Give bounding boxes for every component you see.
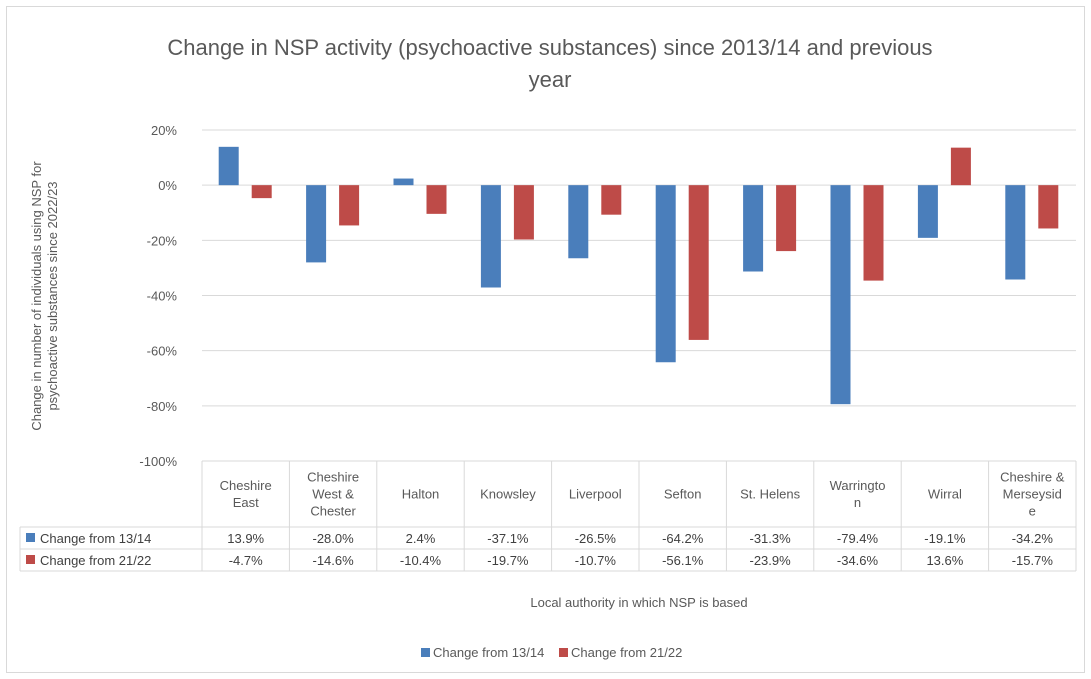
chart-title-line: year: [529, 67, 572, 92]
x-category-label: Liverpool: [569, 487, 622, 502]
bar-change-from-13-14: [306, 185, 327, 263]
bar-change-from-21-22: [426, 185, 447, 214]
bar-change-from-13-14: [743, 185, 764, 272]
table-cell-value: -19.1%: [924, 531, 966, 546]
bar-change-from-21-22: [513, 185, 534, 240]
bar-change-from-13-14: [1005, 185, 1026, 280]
x-category-label: East: [233, 495, 259, 510]
table-cell-value: -15.7%: [1012, 553, 1054, 568]
bar-change-from-13-14: [917, 185, 938, 238]
x-axis-title: Local authority in which NSP is based: [530, 595, 747, 610]
x-category-label: Cheshire: [307, 470, 359, 485]
y-tick-label: -20%: [147, 233, 178, 248]
table-cell-value: -34.2%: [1012, 531, 1054, 546]
legend-swatch: [421, 648, 430, 657]
bar-change-from-13-14: [218, 146, 239, 186]
y-tick-label: -40%: [147, 289, 178, 304]
bar-change-from-21-22: [601, 185, 622, 215]
y-tick-label: 0%: [158, 178, 177, 193]
bar-change-from-13-14: [568, 185, 589, 259]
chart-title-line: Change in NSP activity (psychoactive sub…: [167, 35, 932, 60]
x-category-label: Warringto: [830, 478, 886, 493]
table-cell-value: -56.1%: [662, 553, 704, 568]
x-category-label: Wirral: [928, 487, 962, 502]
bar-change-from-21-22: [1038, 185, 1059, 229]
y-axis-title-line: psychoactive substances since 2022/23: [45, 181, 60, 410]
chart-frame: Change in NSP activity (psychoactive sub…: [6, 6, 1085, 673]
x-category-label: St. Helens: [740, 487, 800, 502]
bar-change-from-21-22: [776, 185, 797, 252]
table-cell-value: -4.7%: [229, 553, 263, 568]
table-legend-swatch: [26, 533, 35, 542]
legend-swatch: [559, 648, 568, 657]
x-category-label: Sefton: [664, 487, 702, 502]
table-legend-swatch: [26, 555, 35, 564]
table-cell-value: -14.6%: [312, 553, 354, 568]
x-category-label: Knowsley: [480, 487, 536, 502]
bar-chart: Change in NSP activity (psychoactive sub…: [19, 35, 1077, 660]
table-cell-value: -31.3%: [749, 531, 791, 546]
table-cell-value: -10.7%: [575, 553, 617, 568]
x-category-label: West &: [312, 487, 354, 502]
table-cell-value: -79.4%: [837, 531, 879, 546]
table-row-header: Change from 13/14: [40, 531, 151, 546]
bar-change-from-13-14: [655, 185, 676, 363]
y-tick-label: 20%: [151, 123, 177, 138]
table-cell-value: -34.6%: [837, 553, 879, 568]
bar-change-from-21-22: [688, 185, 709, 340]
x-category-label: Cheshire: [220, 478, 272, 493]
table-cell-value: 13.6%: [926, 553, 963, 568]
table-cell-value: -26.5%: [575, 531, 617, 546]
x-category-label: Chester: [310, 504, 356, 519]
x-category-label: Merseysid: [1003, 487, 1062, 502]
table-cell-value: -19.7%: [487, 553, 529, 568]
legend-label: Change from 13/14: [433, 645, 544, 660]
bar-change-from-21-22: [950, 147, 971, 186]
table-row-header: Change from 21/22: [40, 553, 151, 568]
x-category-label: n: [854, 495, 861, 510]
x-category-label: e: [1029, 504, 1036, 519]
bar-change-from-13-14: [480, 185, 501, 288]
bar-change-from-21-22: [251, 185, 272, 199]
y-tick-label: -80%: [147, 399, 178, 414]
table-cell-value: -64.2%: [662, 531, 704, 546]
table-cell-value: 13.9%: [227, 531, 264, 546]
legend-label: Change from 21/22: [571, 645, 682, 660]
x-category-label: Halton: [402, 487, 440, 502]
table-cell-value: -10.4%: [400, 553, 442, 568]
bar-change-from-13-14: [393, 178, 414, 186]
bar-change-from-21-22: [339, 185, 360, 226]
y-axis-title-line: Change in number of individuals using NS…: [29, 161, 44, 431]
x-category-label: Cheshire &: [1000, 470, 1065, 485]
y-tick-label: -100%: [139, 454, 177, 469]
table-cell-value: -37.1%: [487, 531, 529, 546]
y-tick-label: -60%: [147, 344, 178, 359]
bar-change-from-21-22: [863, 185, 884, 281]
table-cell-value: -28.0%: [312, 531, 354, 546]
bar-change-from-13-14: [830, 185, 851, 405]
table-cell-value: -23.9%: [749, 553, 791, 568]
table-cell-value: 2.4%: [406, 531, 436, 546]
